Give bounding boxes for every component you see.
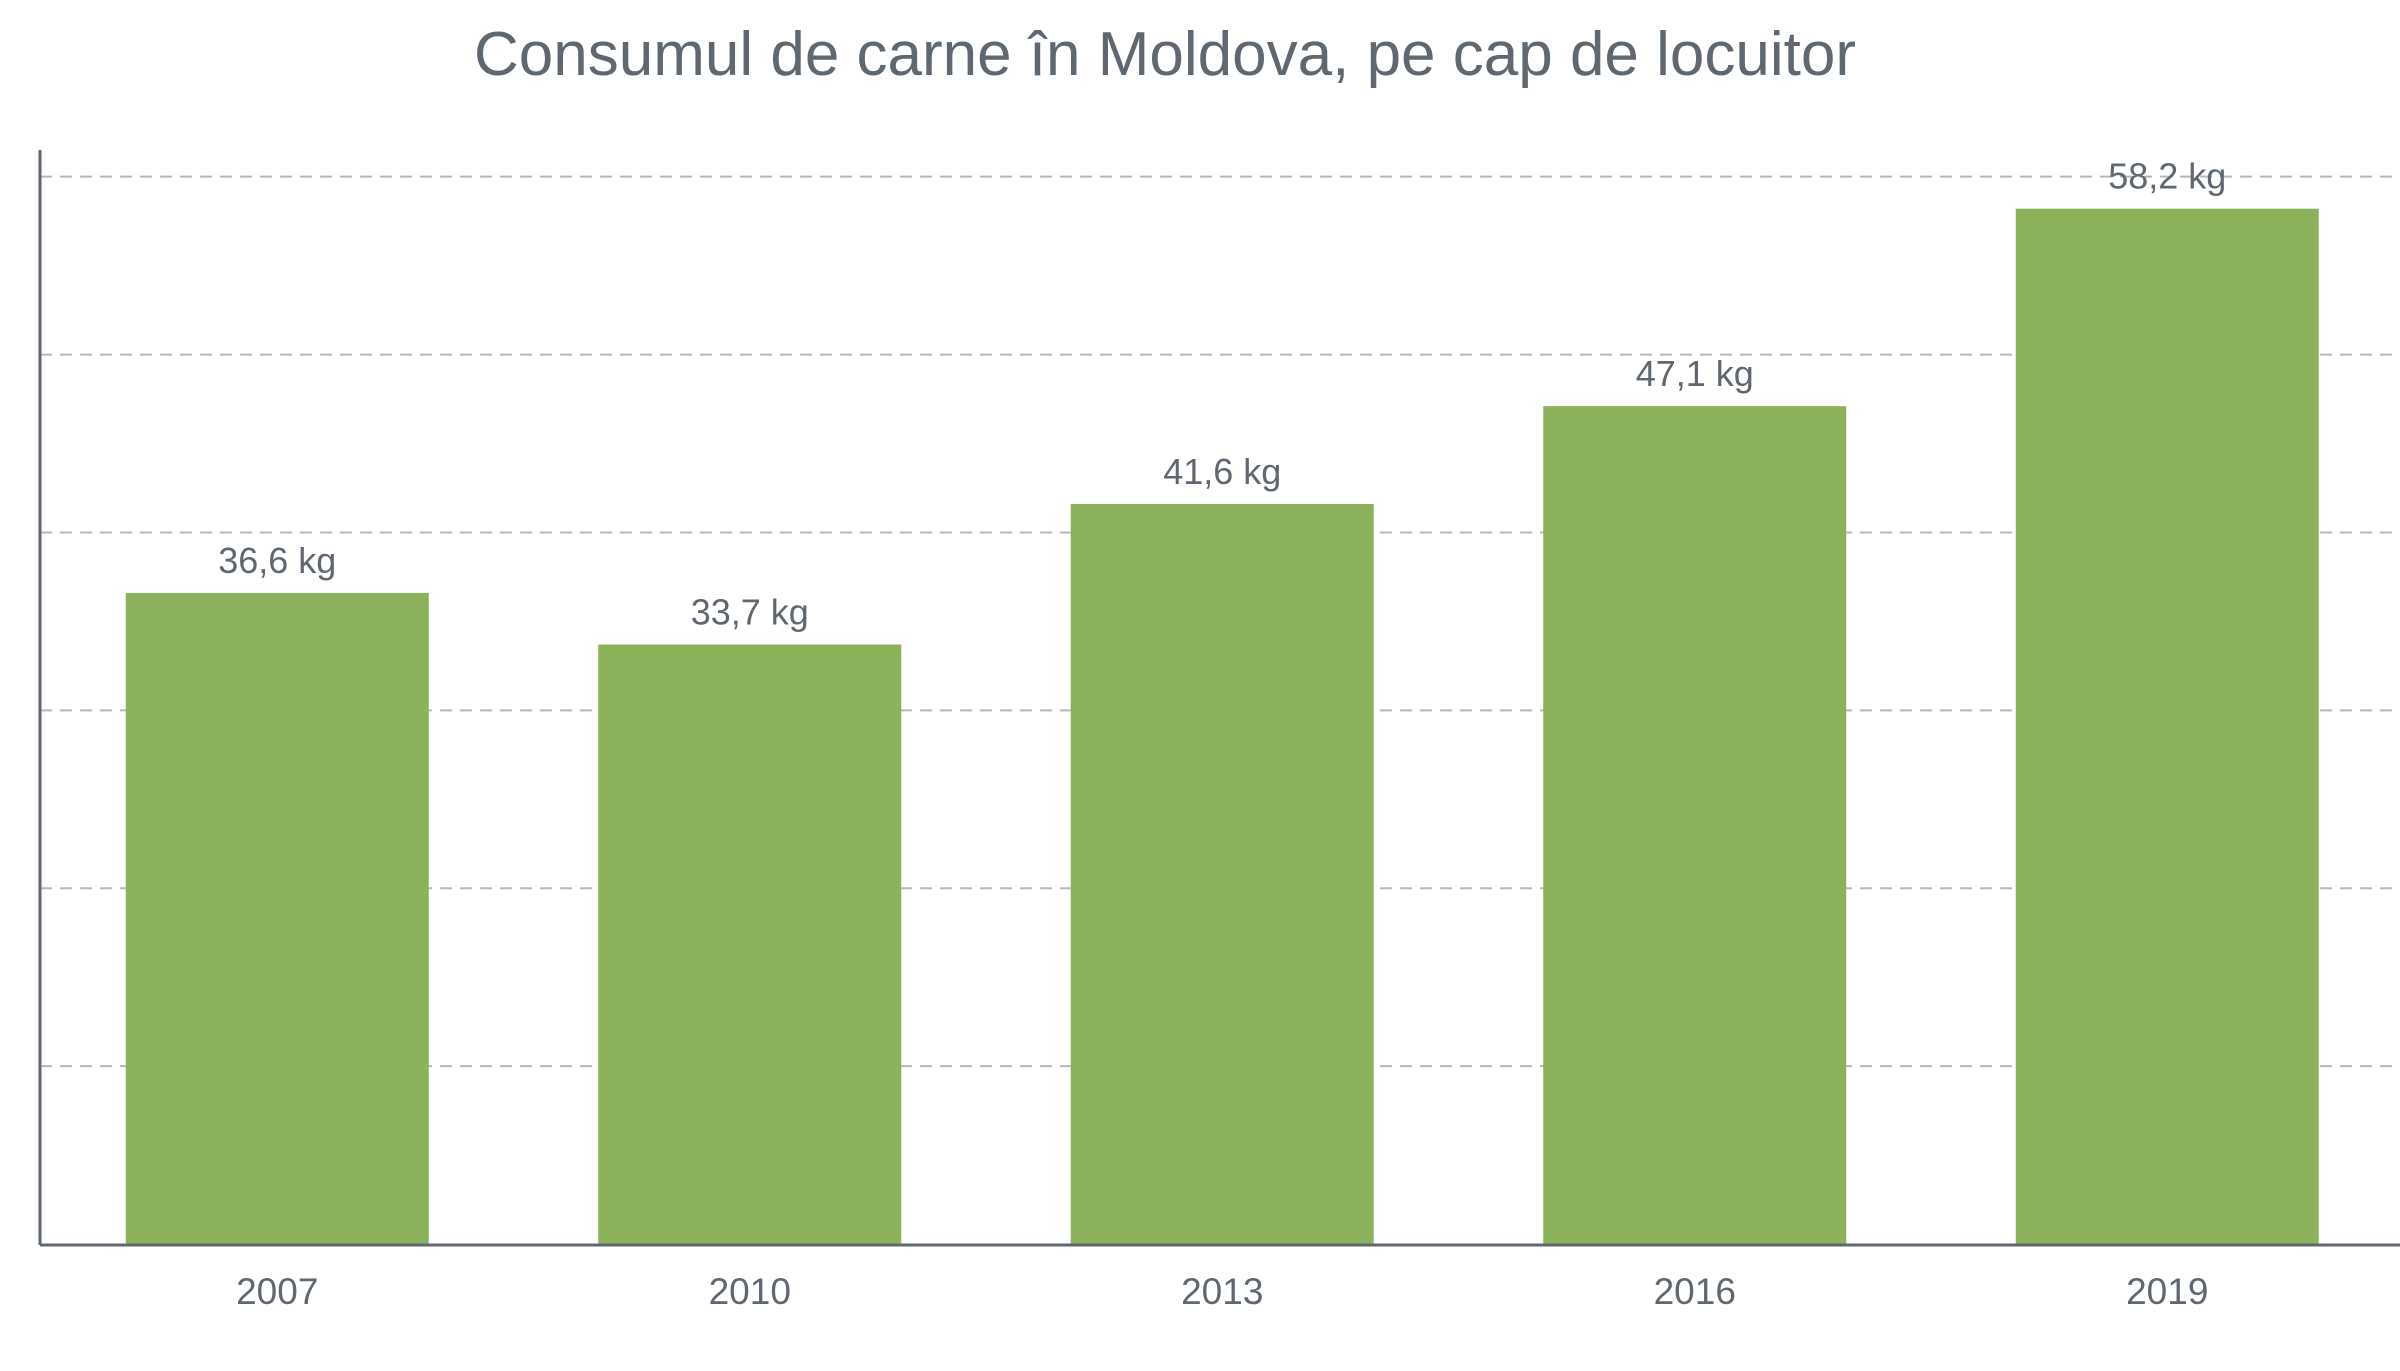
x-tick-2016: 2016 [1654,1271,1736,1312]
bars [125,208,2319,1245]
x-tick-2013: 2013 [1181,1271,1263,1312]
chart-title: Consumul de carne în Moldova, pe cap de … [474,20,1856,89]
data-labels: 36,6 kg 33,7 kg 41,6 kg 47,1 kg 58,2 kg [218,156,2226,633]
axes [38,150,2400,1247]
x-tick-2007: 2007 [236,1271,318,1312]
data-label-2019: 58,2 kg [2108,156,2226,197]
bar-2007 [125,592,429,1244]
bar-2010 [598,644,902,1244]
data-label-2010: 33,7 kg [691,592,809,633]
x-tick-2019: 2019 [2126,1271,2208,1312]
data-label-2013: 41,6 kg [1163,451,1281,492]
x-tick-labels: 2007 2010 2013 2016 2019 [236,1271,2208,1312]
x-tick-2010: 2010 [709,1271,791,1312]
data-label-2007: 36,6 kg [218,540,336,581]
bar-2013 [1070,503,1374,1244]
bar-2016 [1543,406,1847,1244]
bar-2019 [2015,208,2319,1245]
data-label-2016: 47,1 kg [1636,353,1754,394]
